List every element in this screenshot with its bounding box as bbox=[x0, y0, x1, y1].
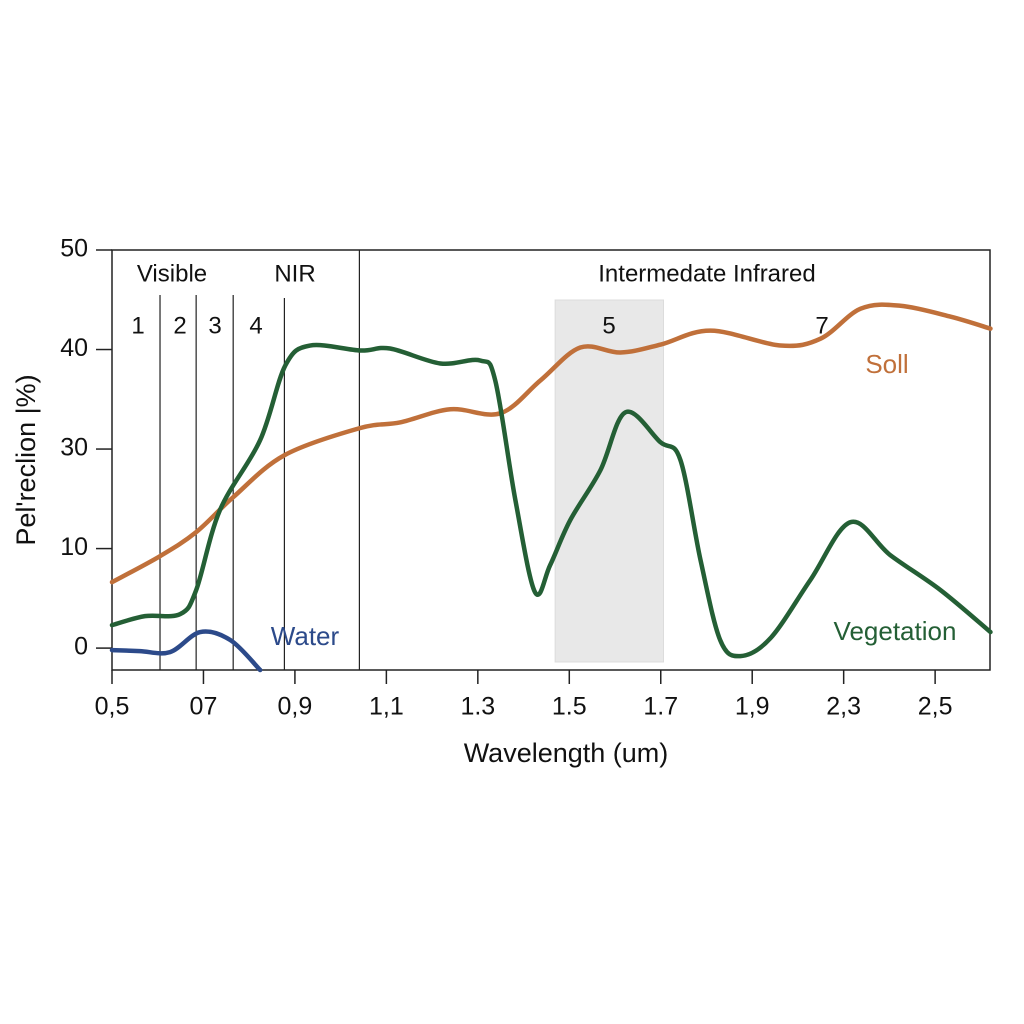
band-label: 5 bbox=[602, 312, 615, 339]
y-tick-label: 50 bbox=[60, 235, 88, 263]
x-tick-label: 2,3 bbox=[826, 693, 861, 721]
y-tick-label: 0 bbox=[74, 633, 88, 661]
series-label: Water bbox=[271, 621, 340, 651]
x-tick-label: 0,9 bbox=[278, 693, 313, 721]
x-tick-label: 0,5 bbox=[95, 693, 130, 721]
region-label: NIR bbox=[274, 260, 315, 287]
plot-frame bbox=[111, 249, 991, 671]
band-label: 7 bbox=[815, 312, 828, 339]
y-tick-label: 10 bbox=[60, 533, 88, 561]
x-tick-label: 2,5 bbox=[918, 693, 953, 721]
band-label: 2 bbox=[173, 312, 186, 339]
x-axis-label: Wavelength (um) bbox=[464, 738, 669, 768]
region-label: Intermedate Infrared bbox=[598, 260, 815, 287]
x-tick-label: 07 bbox=[190, 693, 218, 721]
x-tick-label: 1.7 bbox=[643, 693, 678, 721]
series-line bbox=[109, 342, 993, 659]
y-tick-label: 30 bbox=[60, 434, 88, 462]
x-tick-label: 1.3 bbox=[460, 693, 495, 721]
band-label: 3 bbox=[208, 312, 221, 339]
x-tick-label: 1,1 bbox=[369, 693, 404, 721]
x-tick-label: 1.5 bbox=[552, 693, 587, 721]
series-line bbox=[109, 302, 993, 585]
region-label: Visible bbox=[137, 260, 207, 287]
series-label: Vegetation bbox=[834, 616, 957, 646]
y-tick-label: 40 bbox=[60, 334, 88, 362]
x-tick-label: 1,9 bbox=[735, 693, 770, 721]
band-label: 1 bbox=[131, 312, 144, 339]
band-label: 4 bbox=[249, 312, 262, 339]
shaded-band bbox=[554, 299, 664, 663]
series-line bbox=[109, 629, 263, 673]
y-axis-label: Pel'reclion |%) bbox=[11, 374, 41, 545]
series-label: Soll bbox=[865, 349, 908, 379]
